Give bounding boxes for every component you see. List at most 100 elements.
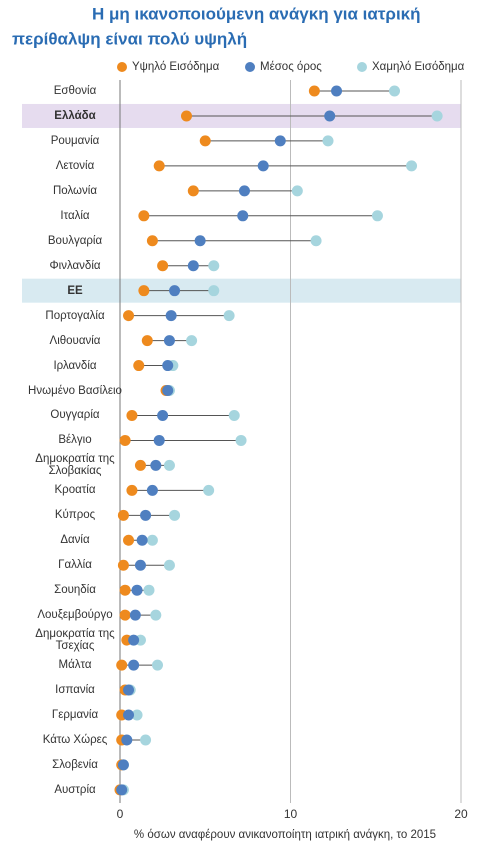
- legend-marker: [117, 62, 127, 72]
- dot: [140, 734, 152, 746]
- category-label: Ρουμανία: [50, 134, 100, 147]
- dot: [163, 459, 175, 471]
- dot: [117, 559, 129, 571]
- dot: [431, 110, 443, 122]
- category-label: Λιθουανία: [49, 334, 101, 347]
- dot: [131, 709, 143, 721]
- dot: [322, 135, 334, 147]
- dot: [119, 609, 131, 621]
- dot: [128, 659, 140, 671]
- category-label: Κροατία: [54, 484, 96, 497]
- x-tick-label: 0: [117, 807, 124, 821]
- dot: [199, 135, 211, 147]
- dot: [123, 709, 135, 721]
- legend-label: Μέσος όρος: [260, 61, 322, 73]
- x-tick-label: 10: [284, 807, 298, 821]
- category-label: Πορτογαλία: [45, 309, 105, 322]
- dot: [237, 210, 249, 222]
- dot: [187, 185, 199, 197]
- dot: [126, 484, 138, 496]
- category-label: Φινλανδία: [49, 259, 101, 272]
- dot: [169, 285, 181, 297]
- dot: [150, 609, 162, 621]
- dot: [138, 210, 150, 222]
- category-label: Ουγγαρία: [50, 409, 100, 422]
- dot: [116, 659, 128, 671]
- category-label: Λουξεμβούργο: [37, 609, 113, 622]
- dot: [117, 759, 129, 771]
- dot: [116, 784, 128, 796]
- dot: [117, 509, 129, 521]
- dot: [134, 459, 146, 471]
- dot: [169, 509, 181, 521]
- dot: [140, 509, 152, 521]
- dot: [119, 434, 131, 446]
- category-label: Γερμανία: [51, 709, 99, 721]
- category-label: Εσθονία: [53, 85, 97, 97]
- dot: [274, 135, 286, 147]
- dot: [123, 310, 135, 322]
- category-label: Βουλγαρία: [47, 234, 103, 247]
- dot: [126, 409, 138, 421]
- dot: [152, 659, 164, 671]
- category-label: Ιταλία: [60, 209, 90, 222]
- category-label: ΕΕ: [67, 284, 83, 297]
- legend-label: Χαμηλό Εισόδημα: [372, 61, 465, 73]
- dot: [331, 85, 343, 97]
- dot: [153, 160, 165, 172]
- category-label: Πολωνία: [53, 184, 97, 197]
- dot: [389, 85, 401, 97]
- dot: [203, 484, 215, 496]
- dot: [141, 335, 153, 347]
- category-label: Ηνωμένο Βασίλειο: [28, 384, 122, 397]
- row-highlight: [22, 278, 461, 303]
- category-label: Ελλάδα: [54, 109, 96, 122]
- dot: [162, 385, 174, 397]
- dot: [163, 559, 175, 571]
- dot: [324, 110, 336, 122]
- dot: [129, 609, 141, 621]
- dot: [308, 85, 320, 97]
- legend-label: Υψηλό Εισόδημα: [132, 61, 220, 73]
- category-label: Δανία: [60, 534, 90, 547]
- dot: [157, 260, 169, 272]
- dot: [131, 584, 143, 596]
- dot: [406, 160, 418, 172]
- dot: [134, 559, 146, 571]
- chart-title: Η μη ικανοποιούμενη ανάγκη για ιατρική: [92, 4, 421, 23]
- dot: [371, 210, 383, 222]
- dot: [208, 260, 220, 272]
- category-label: Κύπρος: [54, 509, 96, 522]
- category-label: Λετονία: [55, 159, 95, 172]
- dot: [153, 434, 165, 446]
- category-label: Δημοκρατία της Σλοβακίας: [35, 453, 115, 478]
- dot: [310, 235, 322, 247]
- dot: [165, 310, 177, 322]
- dot: [235, 434, 247, 446]
- dot: [223, 310, 235, 322]
- dot: [133, 360, 145, 372]
- dot: [123, 534, 135, 546]
- dot: [163, 335, 175, 347]
- category-label: Κάτω Χώρες: [42, 733, 108, 746]
- dot: [146, 534, 158, 546]
- legend-marker: [357, 62, 367, 72]
- x-axis-label: % όσων αναφέρουν ανικανοποίητη ιατρική α…: [134, 829, 436, 841]
- chart-title: περίθαλψη είναι πολύ υψηλή: [12, 29, 247, 48]
- x-tick-label: 20: [454, 807, 468, 821]
- dot: [150, 459, 162, 471]
- dot: [136, 534, 148, 546]
- dot: [138, 285, 150, 297]
- dot: [162, 360, 174, 372]
- dot: [121, 734, 133, 746]
- category-label: Βέλγιο: [58, 434, 92, 447]
- category-label: Δημοκρατία της Τσεχίας: [35, 628, 115, 653]
- dot: [186, 335, 198, 347]
- category-label: Μάλτα: [58, 659, 92, 672]
- dot: [291, 185, 303, 197]
- dot: [128, 634, 140, 646]
- category-label: Σουηδία: [54, 584, 96, 597]
- dot: [119, 584, 131, 596]
